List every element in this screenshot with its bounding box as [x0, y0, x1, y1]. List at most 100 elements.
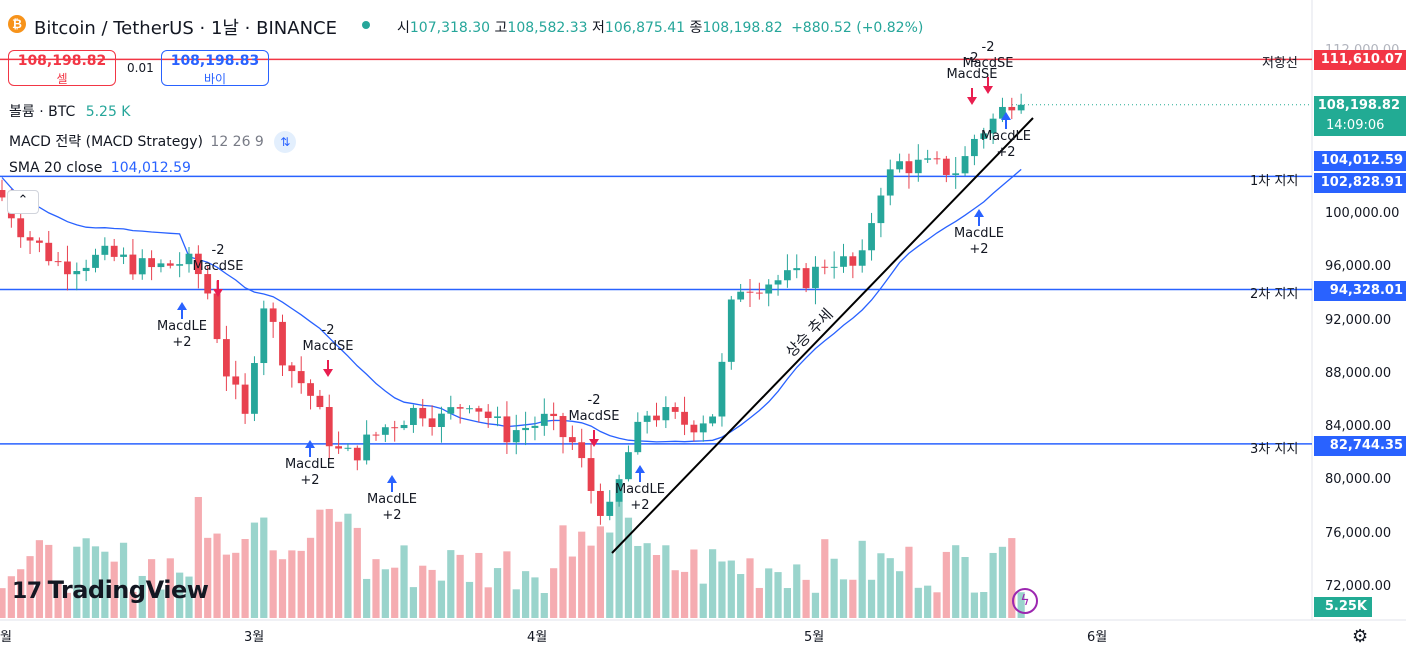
- price-tick: 72,000.00: [1325, 579, 1392, 594]
- bitcoin-icon: ₿: [8, 15, 26, 33]
- candle-body: [615, 479, 623, 502]
- symbol-title[interactable]: Bitcoin / TetherUS · 1날 · BINANCE: [34, 18, 337, 39]
- volume-bar: [138, 575, 146, 618]
- buy-signal-arrow-icon: [177, 302, 187, 319]
- candle-body: [896, 161, 903, 170]
- candle-body: [503, 416, 511, 443]
- candle-body: [961, 156, 969, 174]
- volume-bar: [241, 539, 249, 618]
- candle-body: [251, 363, 258, 414]
- volume-bar: [484, 587, 492, 618]
- candle-body: [110, 245, 118, 257]
- candle-body: [120, 254, 127, 257]
- signal-size: -2: [982, 40, 995, 55]
- signal-size: -2: [322, 323, 335, 338]
- candle-body: [344, 447, 352, 449]
- volume-bar: [381, 569, 389, 618]
- volume-bar: [437, 580, 446, 618]
- sell-signal-arrow-icon: [983, 77, 993, 94]
- close-label: 종: [689, 20, 703, 36]
- volume-bar: [559, 525, 567, 618]
- strategy-arrows-icon[interactable]: ⇅: [274, 131, 297, 153]
- tradingview-mark-icon: 17: [12, 579, 42, 604]
- volume-bar: [63, 592, 72, 618]
- volume-bar: [157, 589, 165, 618]
- candle-body: [699, 423, 707, 433]
- volume-legend-value: 5.25 K: [85, 104, 131, 120]
- candle-body: [456, 407, 464, 409]
- volume-bar: [465, 581, 474, 618]
- volume-bar: [82, 538, 90, 618]
- volume-bar: [297, 550, 305, 618]
- candle-body: [980, 133, 988, 139]
- volume-bar: [335, 521, 343, 618]
- candle-body: [886, 169, 894, 196]
- signal-size: +2: [969, 242, 988, 257]
- buy-signal-arrow-icon: [305, 440, 315, 457]
- candle-body: [36, 240, 43, 243]
- candle-body: [559, 416, 567, 438]
- macd-strategy-legend[interactable]: MACD 전략 (MACD Strategy) 12 26 9 ⇅: [9, 131, 297, 153]
- resistance-line-label: 저항선: [1262, 56, 1298, 71]
- chevron-up-icon[interactable]: ⌃: [7, 190, 39, 214]
- candle-body: [578, 442, 586, 459]
- candle-body: [755, 292, 763, 294]
- candle-body: [802, 268, 810, 289]
- candle-body: [942, 158, 950, 175]
- high-label: 고: [494, 20, 508, 36]
- candle-body: [933, 158, 941, 160]
- low-label: 저: [592, 20, 605, 36]
- sell-signal-arrow-icon: [213, 280, 223, 297]
- volume-bar: [924, 585, 932, 618]
- candle-body: [92, 254, 99, 268]
- volume-bar: [961, 557, 969, 618]
- candle-body: [821, 266, 829, 268]
- volume-bar: [540, 592, 548, 618]
- uptrend-label: 상승 추세: [782, 305, 837, 361]
- gear-icon[interactable]: ⚙: [1352, 626, 1369, 647]
- volume-bar: [783, 588, 791, 618]
- volume-bar: [989, 552, 997, 618]
- volume-bar: [409, 587, 417, 618]
- buy-signal-arrow-icon: [387, 475, 397, 492]
- candle-body: [335, 446, 342, 449]
- volume-bar: [980, 592, 988, 618]
- lightning-icon[interactable]: ϟ: [1012, 588, 1038, 614]
- volume-bar: [671, 570, 679, 618]
- candle-body: [400, 424, 408, 429]
- signal-size: +2: [630, 498, 649, 513]
- volume-bar: [232, 552, 240, 618]
- candle-body: [643, 415, 651, 422]
- candle-body: [316, 395, 324, 408]
- resistance-price-tag: 111,610.07: [1314, 50, 1406, 70]
- candle-body: [840, 256, 847, 267]
- sell-signal-arrow-icon: [589, 430, 599, 447]
- candle-body: [522, 427, 529, 431]
- volume-bar: [765, 568, 773, 618]
- candle-body: [419, 407, 427, 419]
- buy-button[interactable]: 108,198.83 바이: [161, 50, 269, 86]
- volume-bar: [615, 492, 623, 618]
- volume-bar: [129, 591, 137, 618]
- candle-body: [466, 408, 473, 410]
- volume-bar: [914, 587, 922, 618]
- candle-body: [793, 268, 801, 271]
- sma-legend[interactable]: SMA 20 close 104,012.59: [9, 160, 191, 176]
- sell-button[interactable]: 108,198.82 셀: [8, 50, 116, 86]
- signal-label: MacdSE: [946, 67, 997, 82]
- candle-body: [550, 413, 558, 417]
- volume-bar: [867, 579, 876, 618]
- volume-bar: [933, 592, 941, 618]
- volume-bar: [522, 571, 530, 618]
- last-price-value: 108,198.82: [1317, 98, 1400, 113]
- spread-value: 0.01: [127, 61, 154, 75]
- volume-bar: [110, 561, 118, 618]
- volume-bar: [849, 579, 857, 618]
- candle-body: [176, 264, 184, 266]
- candle-body: [625, 452, 632, 480]
- volume-legend[interactable]: 볼륨 · BTC 5.25 K: [9, 101, 131, 121]
- buy-signal-arrow-icon: [974, 209, 984, 226]
- price-tick: 96,000.00: [1325, 259, 1392, 275]
- tradingview-logo[interactable]: 17 TradingView: [12, 576, 209, 604]
